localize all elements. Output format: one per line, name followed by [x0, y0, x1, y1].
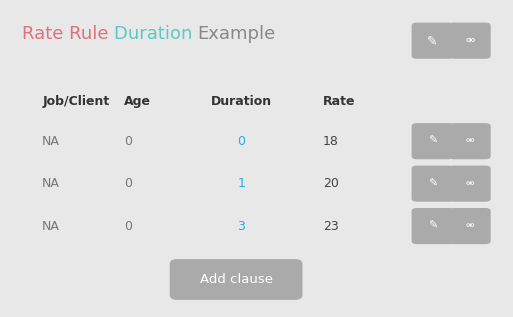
FancyBboxPatch shape: [449, 123, 491, 159]
Text: NA: NA: [42, 177, 60, 190]
Text: Add clause: Add clause: [200, 273, 272, 286]
Text: 0: 0: [124, 220, 132, 233]
Text: 1: 1: [237, 177, 245, 190]
Text: 18: 18: [323, 135, 339, 148]
Text: 0: 0: [124, 135, 132, 148]
Text: Age: Age: [124, 95, 151, 108]
Text: 0: 0: [237, 135, 245, 148]
Text: 23: 23: [323, 220, 339, 233]
Text: ✎: ✎: [428, 179, 437, 189]
Text: ✎: ✎: [427, 34, 438, 47]
Text: Example: Example: [197, 25, 275, 43]
Text: 3: 3: [237, 220, 245, 233]
Text: 20: 20: [323, 177, 339, 190]
FancyBboxPatch shape: [411, 165, 453, 202]
FancyBboxPatch shape: [449, 165, 491, 202]
Text: Rate: Rate: [323, 95, 356, 108]
FancyBboxPatch shape: [411, 208, 453, 244]
Text: ⚮: ⚮: [465, 221, 474, 231]
Text: ⚮: ⚮: [465, 36, 475, 46]
Text: ✎: ✎: [428, 221, 437, 231]
FancyBboxPatch shape: [449, 208, 491, 244]
FancyBboxPatch shape: [411, 23, 453, 59]
FancyBboxPatch shape: [411, 123, 453, 159]
FancyBboxPatch shape: [449, 23, 491, 59]
Text: NA: NA: [42, 135, 60, 148]
Text: Duration: Duration: [113, 25, 198, 43]
Text: Job/Client: Job/Client: [42, 95, 109, 108]
Text: ✎: ✎: [428, 136, 437, 146]
Text: Duration: Duration: [211, 95, 272, 108]
Text: ⚮: ⚮: [465, 136, 474, 146]
FancyBboxPatch shape: [170, 259, 303, 300]
Text: ⚮: ⚮: [465, 179, 474, 189]
Text: 0: 0: [124, 177, 132, 190]
Text: NA: NA: [42, 220, 60, 233]
Text: Rate Rule: Rate Rule: [22, 25, 114, 43]
